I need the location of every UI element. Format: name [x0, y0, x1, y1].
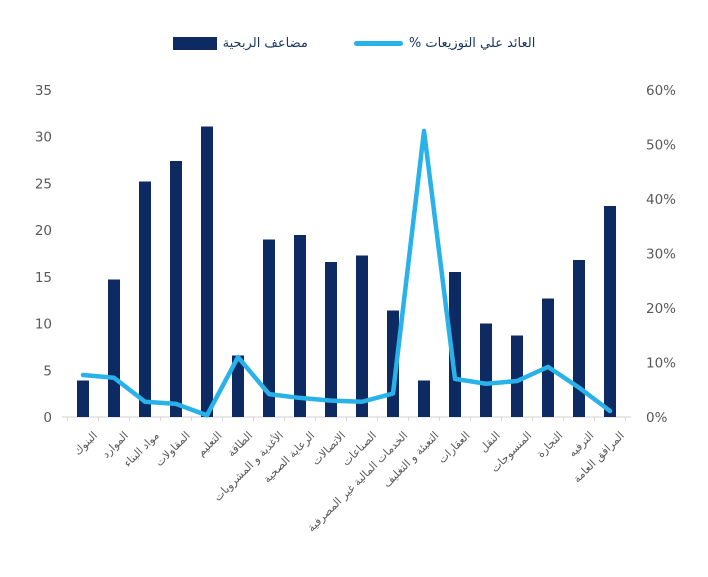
- left-axis-tick-label: 30: [35, 130, 52, 146]
- legend-label-dividend-yield: العائد علي التوزيعات %: [408, 36, 536, 51]
- pe-multiple-bar: [108, 279, 120, 417]
- left-axis-tick-label: 5: [43, 363, 52, 379]
- pe-multiple-bar: [77, 380, 89, 417]
- pe-multiple-bar: [511, 335, 523, 417]
- pe-multiple-bar: [325, 261, 337, 417]
- dividend-yield-line: [80, 128, 613, 418]
- line-series-swatch-icon: [353, 41, 403, 46]
- left-axis-tick-label: 20: [35, 223, 52, 239]
- legend-label-pe-multiple: مضاعف الربحية: [222, 36, 308, 51]
- pe-multiple-bar: [201, 126, 213, 418]
- left-axis-tick-label: 15: [35, 270, 52, 286]
- left-axis-tick-label: 35: [35, 83, 52, 99]
- pe-multiple-bar: [573, 260, 585, 417]
- right-axis-tick-label: 60%: [646, 83, 676, 99]
- legend-item-pe-multiple: مضاعف الربحية: [172, 36, 308, 51]
- pe-multiple-bar: [604, 205, 616, 417]
- right-axis-tick-label: 30%: [646, 247, 676, 263]
- chart-legend: مضاعف الربحية العائد علي التوزيعات %: [0, 36, 708, 51]
- legend-item-dividend-yield: العائد علي التوزيعات %: [353, 36, 536, 51]
- bar-series-swatch-icon: [172, 37, 217, 50]
- pe-multiple-bar: [263, 239, 275, 417]
- pe-multiple-bar: [294, 234, 306, 417]
- right-axis-tick-label: 0%: [646, 410, 668, 426]
- pe-multiple-bar: [387, 310, 399, 417]
- pe-multiple-bar: [356, 255, 368, 417]
- left-axis-tick-label: 10: [35, 317, 52, 333]
- pe-multiple-bar: [170, 161, 182, 417]
- pe-multiple-bar: [480, 323, 492, 417]
- right-axis-tick-label: 20%: [646, 301, 676, 317]
- pe-multiple-bar: [542, 298, 554, 417]
- pe-multiple-bar: [418, 380, 430, 417]
- left-axis-tick-label: 0: [43, 410, 52, 426]
- right-axis-tick-label: 50%: [646, 138, 676, 154]
- right-axis-tick-label: 40%: [646, 192, 676, 208]
- pe-multiple-bar: [139, 181, 151, 417]
- right-axis-tick-label: 10%: [646, 356, 676, 372]
- left-axis-tick-label: 25: [35, 176, 52, 192]
- pe-multiple-bar: [232, 355, 244, 417]
